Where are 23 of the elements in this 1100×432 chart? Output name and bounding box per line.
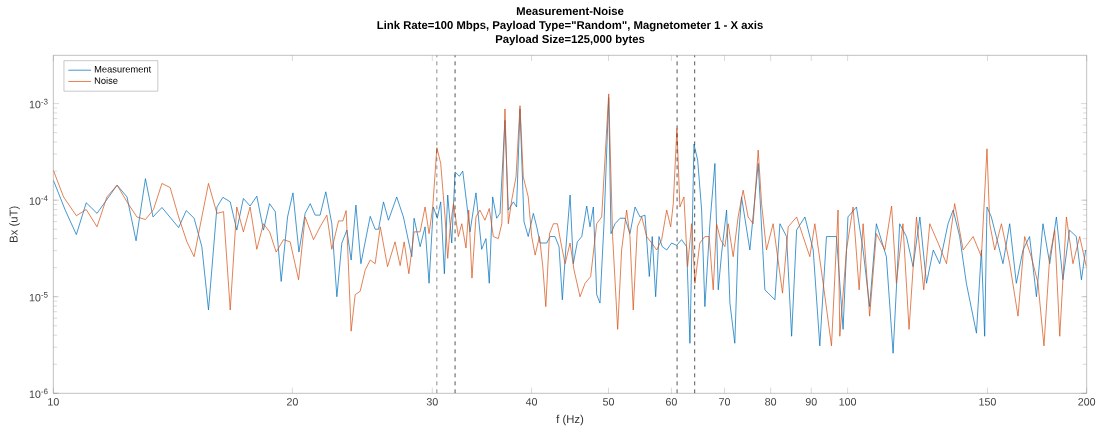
text: Link Rate=100 Mbps, Payload Type="Random", Magnetometer 1 - X axis [377, 20, 763, 32]
x-tick-label: 100 [839, 398, 857, 406]
legend-label: Noise [94, 77, 118, 84]
x-tick-label: 20 [287, 398, 298, 406]
x-axis-title: f (Hz) [556, 414, 584, 426]
y-tick-label: 10$^{-6}$ [29, 388, 48, 399]
x-tick-label: 50 [602, 398, 615, 406]
legend-label: Measurement [94, 66, 152, 73]
x-tick-label: 150 [979, 398, 996, 406]
y-tick-label: 10$^{-5}$ [29, 292, 48, 302]
y-axis-title: Bx (uT) [9, 206, 20, 242]
x-tick-label: 40 [525, 398, 538, 406]
x-tick-label: 90 [805, 398, 817, 406]
x-tick-label: 80 [765, 398, 777, 406]
chart-title: Measurement-Noise [516, 6, 624, 16]
x-tick-label: 200 [1078, 398, 1096, 406]
x-tick-label: 70 [719, 398, 731, 406]
x-tick-label: 60 [666, 398, 677, 406]
y-tick-label: 10$^{-3}$ [29, 98, 48, 109]
x-tick-label: 10 [48, 398, 59, 406]
x-tick-label: 30 [426, 398, 438, 406]
text: Payload Size=125,000 bytes [495, 34, 645, 46]
y-tick-label: 10$^{-4}$ [29, 195, 48, 205]
